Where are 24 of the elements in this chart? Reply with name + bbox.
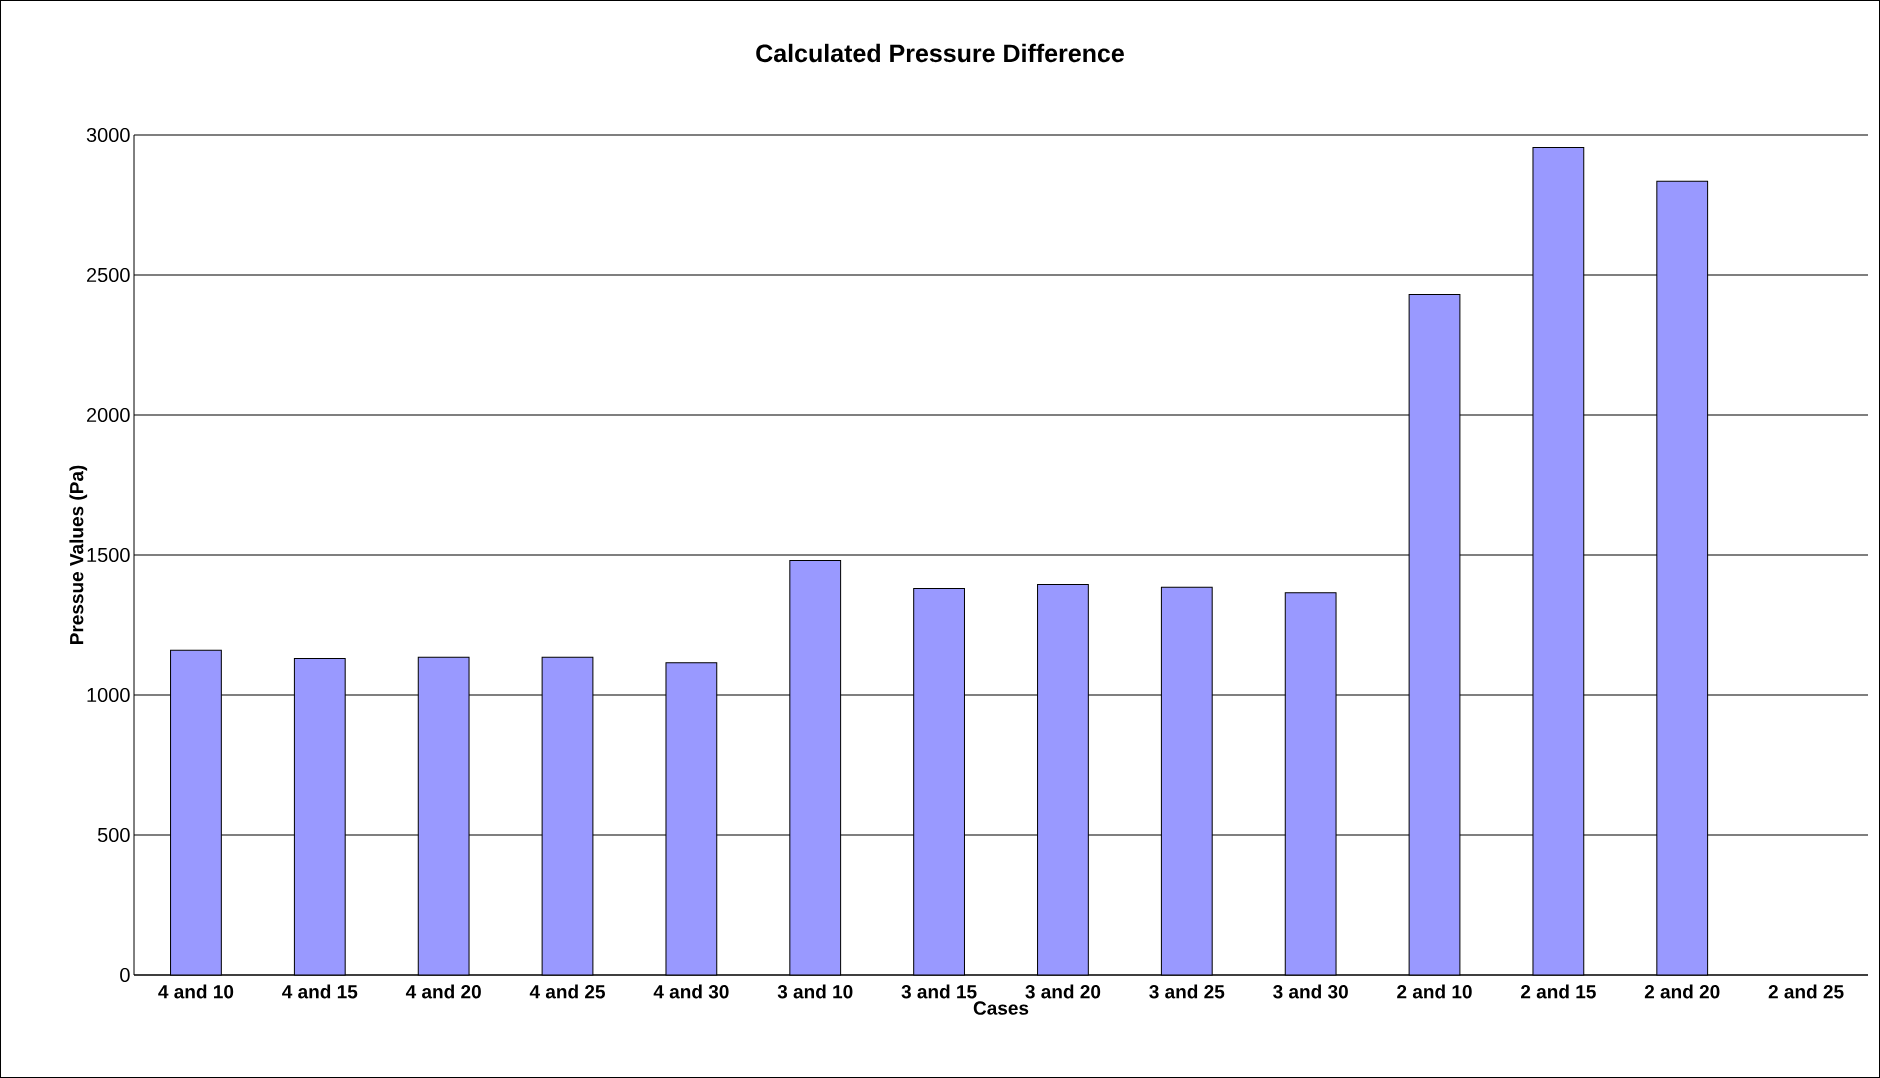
x-tick-label: 4 and 10 — [158, 984, 234, 999]
x-tick-label: 2 and 20 — [1644, 984, 1720, 999]
x-axis-title: Cases — [973, 1001, 1029, 1015]
x-tick-label: 2 and 15 — [1521, 984, 1596, 999]
x-tick-label: 2 and 10 — [1397, 984, 1472, 999]
y-tick-label: 3000 — [86, 127, 130, 143]
y-tick-label: 0 — [120, 967, 130, 983]
x-tick-label: 4 and 25 — [529, 984, 605, 999]
x-tick-label: 3 and 30 — [1273, 984, 1348, 999]
x-tick-label: 3 and 25 — [1149, 984, 1225, 999]
x-tick-label: 3 and 10 — [777, 984, 853, 999]
y-tick-label: 2000 — [86, 407, 130, 423]
y-tick-label: 1500 — [87, 547, 130, 563]
x-tick-label: 3 and 15 — [901, 984, 977, 999]
y-axis-title: Pressue Values (Pa) — [69, 465, 88, 645]
x-tick-label: 2 and 25 — [1768, 984, 1844, 999]
chart-title: Calculated Pressure Difference — [756, 43, 1124, 63]
x-tick-label: 4 and 20 — [405, 984, 481, 999]
y-tick-label: 2500 — [86, 267, 130, 283]
y-tick-label: 500 — [97, 827, 130, 843]
x-tick-label: 4 and 30 — [653, 984, 729, 999]
x-tick-label: 3 and 20 — [1025, 984, 1101, 999]
x-tick-label: 4 and 15 — [282, 984, 358, 999]
y-tick-label: 1000 — [87, 687, 130, 703]
